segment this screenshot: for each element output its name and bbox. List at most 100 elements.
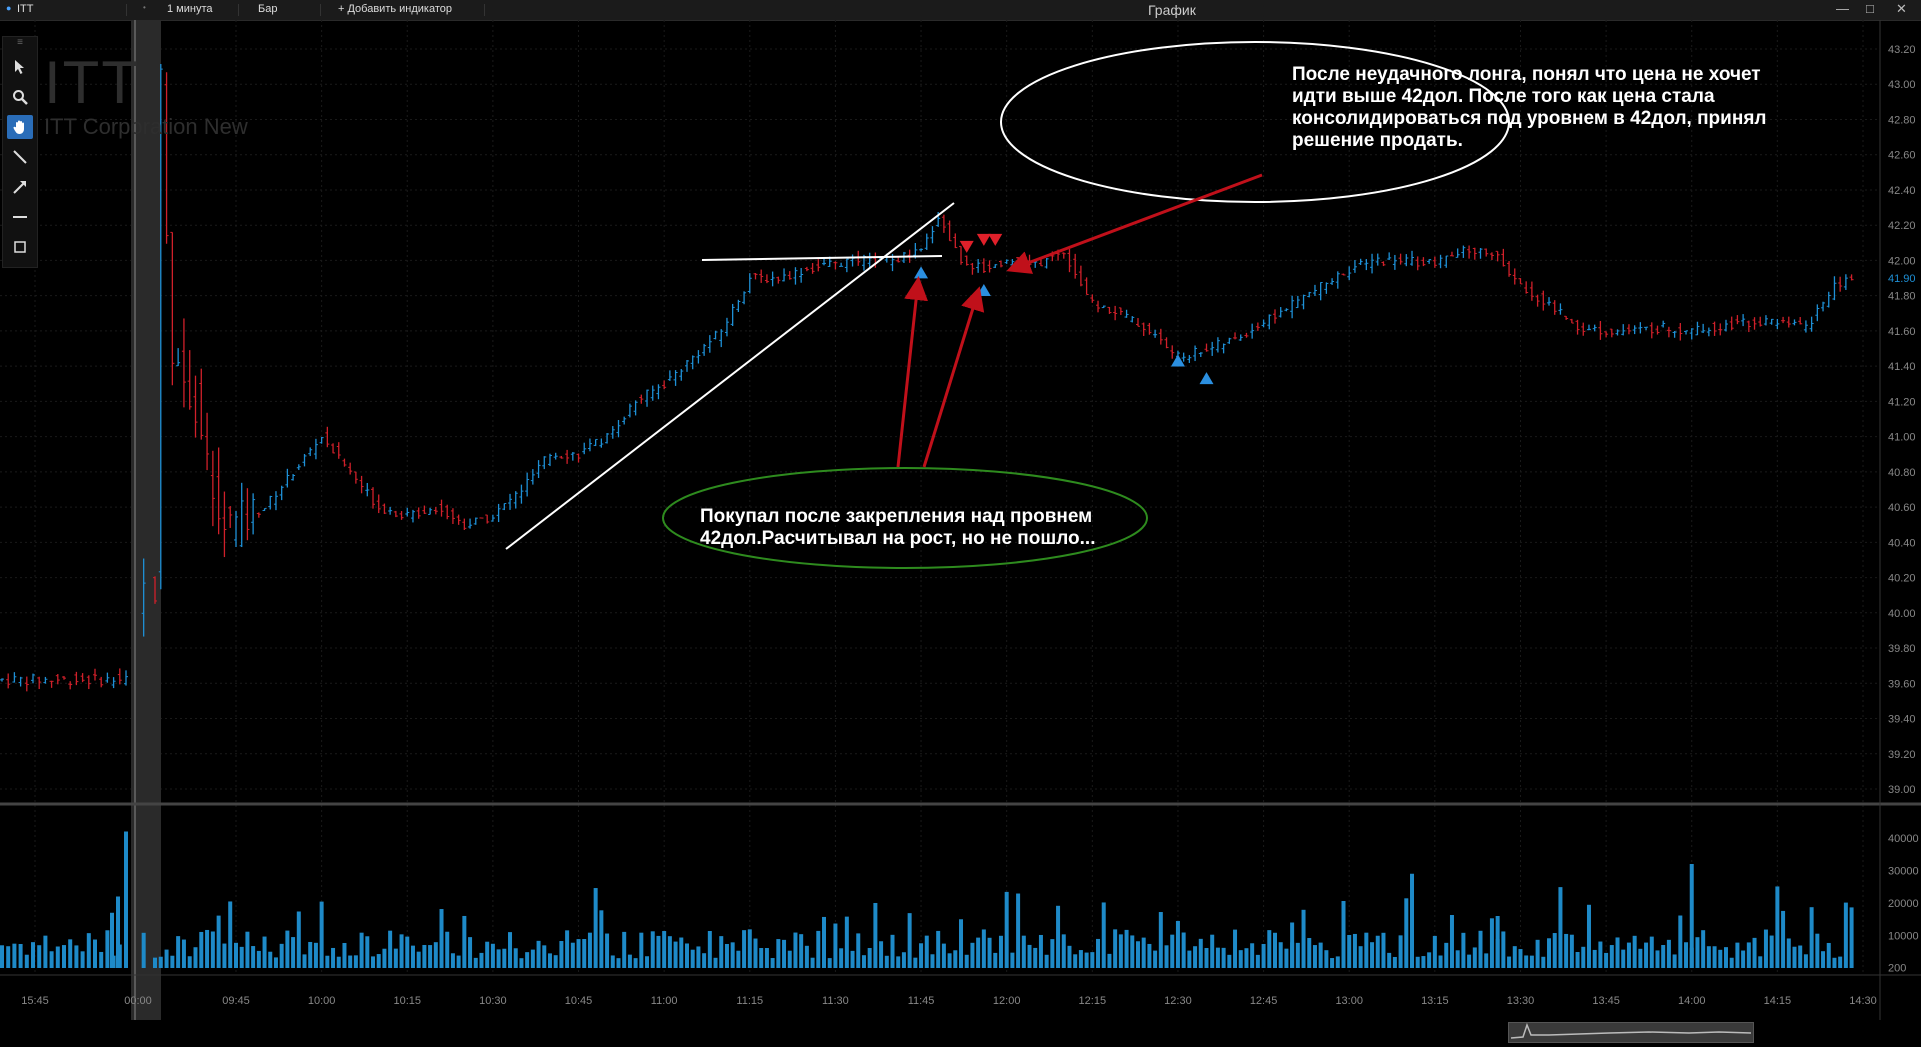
cursor-icon[interactable] <box>7 55 33 79</box>
volume-bar <box>1010 952 1015 968</box>
volume-bar <box>216 915 221 968</box>
volume-bar <box>1096 938 1101 968</box>
volume-bar <box>485 941 490 968</box>
volume-bar <box>348 955 353 968</box>
price-chart[interactable]: 43.20 43.00 42.80 42.60 42.40 42.20 42.00 41.80… <box>0 20 1921 1041</box>
buy-annotation-arrow-2[interactable] <box>922 286 985 468</box>
sell-marker-icon[interactable] <box>988 233 1003 246</box>
sell-marker-icon[interactable] <box>976 233 991 246</box>
price-tick-label: 40.80 <box>1888 467 1916 479</box>
volume-bar <box>268 951 273 968</box>
volume-bar <box>210 931 215 968</box>
price-tick-label: 39.60 <box>1888 678 1916 690</box>
volume-bar <box>1729 957 1734 968</box>
volume-bar <box>667 936 672 968</box>
volume-bar <box>1153 950 1158 968</box>
volume-bar <box>1781 910 1786 968</box>
volume-bar <box>468 937 473 968</box>
volume-bar <box>116 896 120 968</box>
drawing-toolbar: ≡ <box>2 36 38 268</box>
volume-bar <box>684 943 689 968</box>
volume-bar <box>445 931 450 968</box>
time-tick-label: 15:45 <box>21 995 49 1007</box>
add-indicator-button[interactable]: + Добавить индикатор <box>338 3 453 15</box>
volume-bar <box>736 950 741 968</box>
chart-type-selector[interactable]: Бар <box>258 3 278 15</box>
note-line: идти выше 42дол. После того как цена ста… <box>1292 86 1715 107</box>
volume-bar <box>1124 929 1129 968</box>
volume-bar <box>1050 939 1055 968</box>
volume-bar <box>473 957 478 968</box>
volume-bar <box>622 931 627 968</box>
time-tick-label: 10:00 <box>308 995 336 1007</box>
minimize-button[interactable]: — <box>1836 1 1849 16</box>
volume-bar <box>1598 941 1603 968</box>
buy-annotation-arrow-1[interactable] <box>896 276 928 468</box>
separator <box>238 4 239 16</box>
volume-bar <box>1718 949 1723 968</box>
sell-marker-icon[interactable] <box>959 240 974 253</box>
volume-bar <box>1701 930 1706 968</box>
buy-marker-icon[interactable] <box>914 266 929 279</box>
close-button[interactable]: ✕ <box>1896 1 1907 16</box>
buy-marker-icon[interactable] <box>1199 372 1214 385</box>
maximize-button[interactable]: □ <box>1866 1 1874 16</box>
sell-annotation-ellipse[interactable] <box>1000 41 1510 203</box>
volume-bar <box>1735 942 1740 968</box>
hand-pan-icon[interactable] <box>7 115 33 139</box>
rectangle-tool-icon[interactable] <box>7 235 33 259</box>
interval-selector[interactable]: 1 минута <box>167 3 213 15</box>
volume-bar <box>730 942 735 968</box>
volume-bar <box>1552 933 1557 968</box>
trendline[interactable] <box>505 202 955 550</box>
volume-bar <box>1684 942 1689 968</box>
volume-bar <box>1170 934 1175 968</box>
volume-bar <box>941 943 946 968</box>
volume-bar <box>1626 942 1631 968</box>
volume-bar <box>1056 905 1061 968</box>
ticker-selector[interactable]: ITT <box>17 3 34 15</box>
volume-bar <box>153 957 157 968</box>
time-tick-label: 12:15 <box>1079 995 1107 1007</box>
volume-bar <box>1164 945 1169 968</box>
volume-bar <box>1250 943 1255 968</box>
volume-bar <box>158 956 163 968</box>
line-tool-icon[interactable] <box>7 145 33 169</box>
volume-bar <box>924 935 929 968</box>
volume-bar <box>696 946 701 968</box>
arrow-tool-icon[interactable] <box>7 175 33 199</box>
price-tick-label: 40.00 <box>1888 608 1916 620</box>
horizontal-line-icon[interactable] <box>7 205 33 229</box>
price-tick-label: 42.40 <box>1888 185 1916 197</box>
resistance-line[interactable] <box>701 255 943 261</box>
volume-bar <box>359 932 364 968</box>
volume-bar <box>37 945 42 968</box>
time-tick-label: 13:30 <box>1507 995 1535 1007</box>
volume-bar <box>1427 952 1432 968</box>
time-scrollbar-thumb[interactable] <box>1508 1022 1754 1043</box>
volume-bar <box>959 919 964 968</box>
volume-bar <box>1695 937 1700 968</box>
volume-bar <box>610 955 615 968</box>
volume-bar <box>645 956 650 968</box>
volume-bar <box>1347 934 1352 968</box>
volume-bar <box>176 936 181 968</box>
volume-bar <box>1261 943 1266 968</box>
sell-annotation-arrow[interactable] <box>1006 173 1263 274</box>
volume-bar <box>1272 932 1277 968</box>
buy-marker-icon[interactable] <box>1170 354 1185 367</box>
volume-bar <box>1507 956 1512 968</box>
volume-bar <box>947 953 952 968</box>
buy-annotation-ellipse[interactable] <box>662 467 1148 569</box>
volume-bar <box>502 948 507 968</box>
toolbar-grip-icon[interactable]: ≡ <box>17 37 23 48</box>
volume-bar <box>582 938 587 968</box>
volume-bar <box>1193 946 1198 968</box>
zoom-icon[interactable] <box>7 85 33 109</box>
volume-bar <box>1016 893 1021 968</box>
volume-bar <box>110 912 114 968</box>
volume-bar <box>1358 946 1363 968</box>
buy-marker-icon[interactable] <box>976 284 991 297</box>
volume-bar <box>1763 929 1768 968</box>
volume-bar <box>1615 937 1620 968</box>
